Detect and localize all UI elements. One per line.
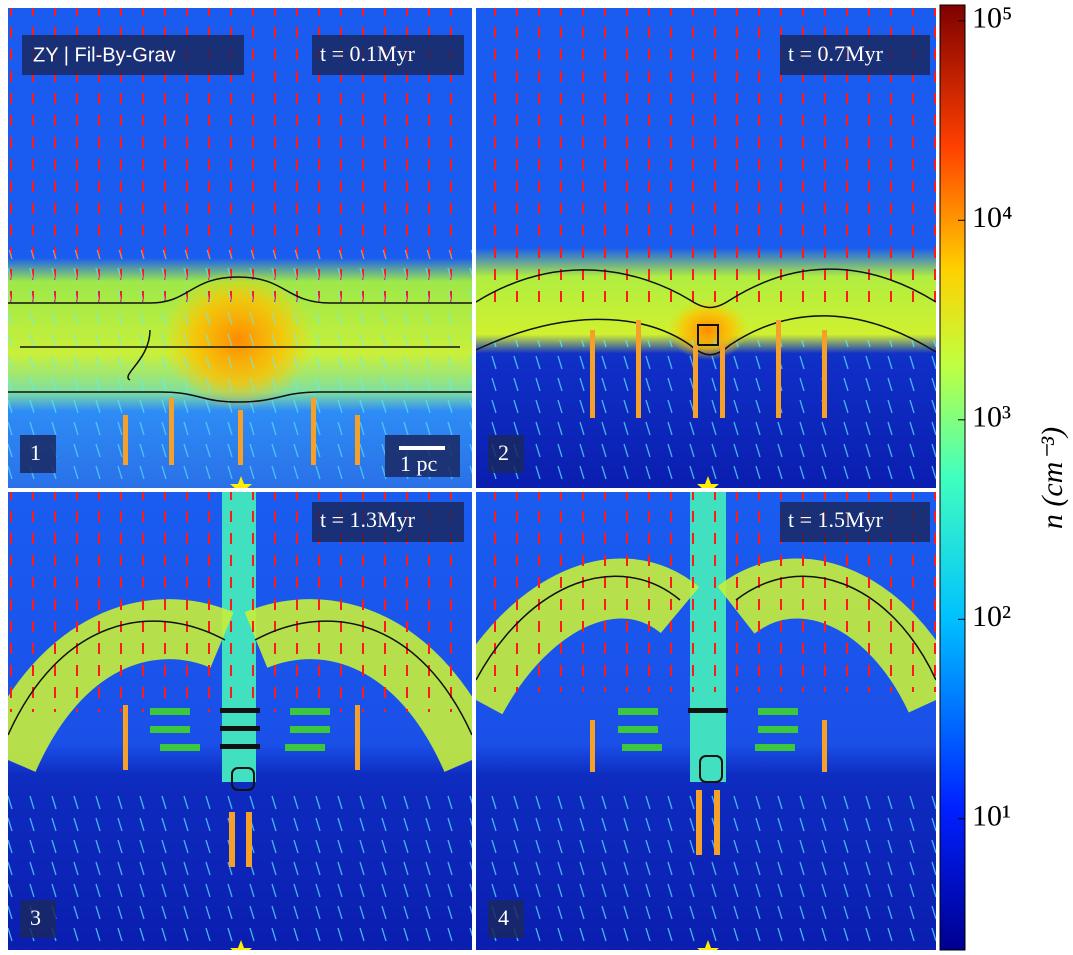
colorbar-tick-label: 10⁵ (972, 2, 1012, 35)
panel-2: t = 0.7Myr 2 (476, 8, 936, 497)
page: {"figure": { "panels": [ {"number": "1",… (0, 0, 1073, 955)
panel-4: t = 1.5Myr 4 (476, 492, 936, 955)
scale-bar-label: 1 pc (400, 451, 438, 476)
colorbar-tick-label: 10¹ (972, 800, 1011, 833)
panel-time: t = 0.1Myr (320, 41, 416, 66)
colorbar-tick-label: 10² (972, 600, 1011, 633)
panel-1: ZY | Fil-By-Grav t = 0.1Myr 1 1 pc (8, 8, 472, 497)
panel-number: 2 (498, 440, 509, 465)
panel-time: t = 1.5Myr (788, 507, 884, 532)
panel-time: t = 0.7Myr (788, 41, 884, 66)
colorbar-label: n (cm⁻³) (1036, 427, 1069, 529)
panel-number: 3 (30, 905, 41, 930)
panel-number: 1 (30, 440, 41, 465)
colorbar (940, 5, 965, 950)
colorbar-tick-label: 10³ (972, 401, 1011, 434)
panel-3: t = 1.3Myr 3 (8, 492, 472, 955)
figure: ZY | Fil-By-Grav t = 0.1Myr 1 1 pc t = 0… (0, 0, 1073, 955)
colorbar-tick-label: 10⁴ (972, 201, 1012, 234)
panel-number: 4 (498, 905, 509, 930)
panel-time: t = 1.3Myr (320, 507, 416, 532)
panel-title: ZY | Fil-By-Grav (33, 44, 176, 66)
